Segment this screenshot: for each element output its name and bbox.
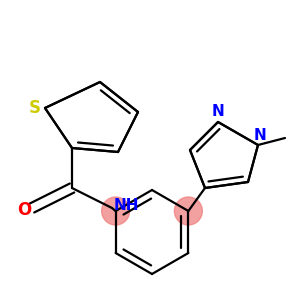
Text: O: O bbox=[17, 201, 31, 219]
Text: NH: NH bbox=[113, 199, 139, 214]
Circle shape bbox=[102, 197, 130, 225]
Text: N: N bbox=[254, 128, 266, 142]
Text: S: S bbox=[29, 99, 41, 117]
Circle shape bbox=[174, 197, 202, 225]
Text: N: N bbox=[212, 104, 224, 119]
